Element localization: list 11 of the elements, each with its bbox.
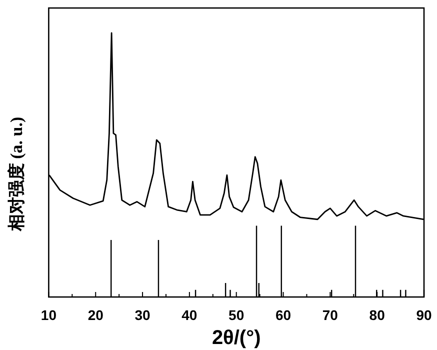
x-tick-label: 90 (416, 307, 432, 323)
x-tick-label: 10 (40, 307, 57, 323)
x-tick-label: 30 (134, 307, 151, 323)
x-axis-title: 2θ/(°) (212, 327, 261, 349)
x-tick-label: 20 (88, 307, 104, 323)
x-tick-label: 60 (275, 307, 292, 323)
x-tick-label: 70 (322, 307, 338, 323)
x-tick-label: 80 (369, 307, 386, 323)
x-tick-label: 40 (182, 307, 198, 323)
x-tick-label: 50 (228, 307, 244, 323)
y-axis-title: 相对强度 (a. u.) (7, 116, 26, 232)
